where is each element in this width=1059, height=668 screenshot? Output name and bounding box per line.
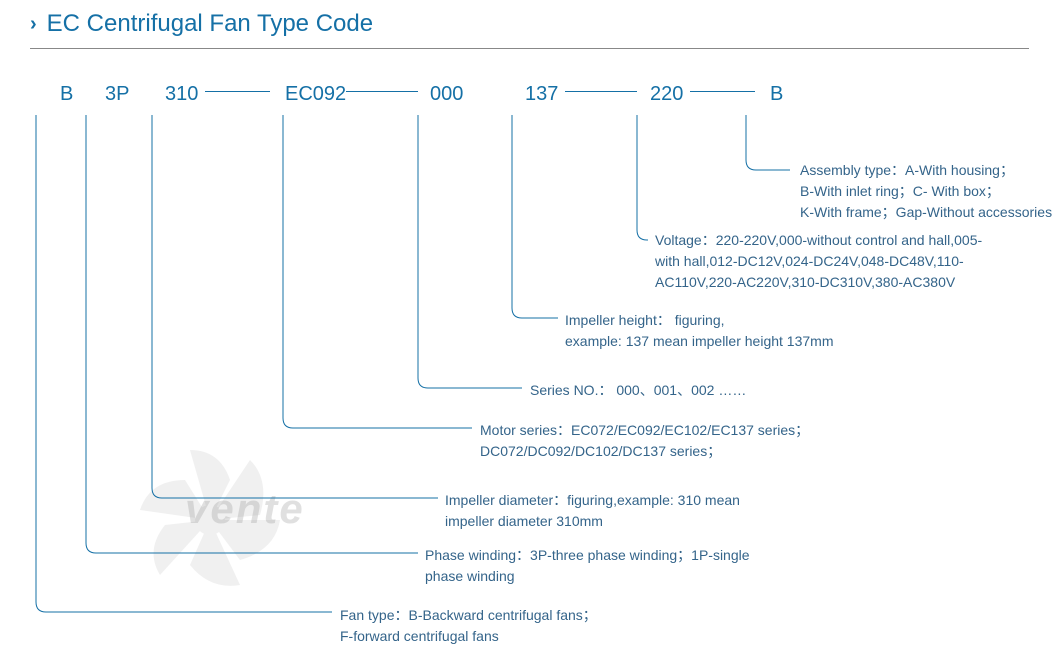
- type-code-row: B 3P 310 EC092 000 137 220 B: [30, 79, 1029, 109]
- page-title: EC Centrifugal Fan Type Code: [47, 10, 373, 38]
- code-segment-4: 000: [430, 83, 463, 106]
- connector-line-6: [86, 115, 418, 553]
- header: › EC Centrifugal Fan Type Code: [30, 10, 1029, 49]
- description-line: Fan type：B-Backward centrifugal fans；: [340, 605, 597, 626]
- description-line: F-forward centrifugal fans: [340, 626, 597, 647]
- description-line: Motor series：EC072/EC092/EC102/EC137 ser…: [480, 420, 809, 441]
- watermark-fan-icon: [110, 420, 310, 625]
- code-dash-0: [205, 91, 270, 92]
- description-impeller_dia: Impeller diameter：figuring,example: 310 …: [445, 490, 740, 532]
- description-line: Phase winding：3P-three phase winding；1P-…: [425, 545, 750, 566]
- description-voltage: Voltage：220-220V,000-without control and…: [655, 230, 982, 293]
- code-segment-0: B: [60, 83, 73, 106]
- code-segment-6: 220: [650, 83, 683, 106]
- description-fan_type: Fan type：B-Backward centrifugal fans；F-f…: [340, 605, 597, 647]
- connector-line-5: [152, 115, 438, 498]
- description-line: AC110V,220-AC220V,310-DC310V,380-AC380V: [655, 272, 982, 293]
- connector-line-0: [746, 115, 790, 170]
- description-line: Impeller height： figuring,: [565, 310, 833, 331]
- description-line: Voltage：220-220V,000-without control and…: [655, 230, 982, 251]
- code-segment-7: B: [770, 83, 783, 106]
- connector-line-7: [36, 115, 332, 612]
- description-line: B-With inlet ring；C- With box；: [800, 181, 1052, 202]
- code-dash-1: [346, 91, 418, 92]
- connector-line-2: [512, 115, 558, 318]
- description-line: phase winding: [425, 566, 750, 587]
- description-phase: Phase winding：3P-three phase winding；1P-…: [425, 545, 750, 587]
- description-line: K-With frame；Gap-Without accessories: [800, 202, 1052, 223]
- code-segment-2: 310: [165, 83, 198, 106]
- code-segment-1: 3P: [105, 83, 129, 106]
- description-line: impeller diameter 310mm: [445, 511, 740, 532]
- connector-line-4: [283, 115, 472, 428]
- description-line: DC072/DC092/DC102/DC137 series；: [480, 441, 809, 462]
- connector-line-1: [637, 115, 648, 240]
- description-series_no: Series NO.： 000、001、002 ……: [530, 380, 746, 401]
- description-line: example: 137 mean impeller height 137mm: [565, 331, 833, 352]
- description-impeller_height: Impeller height： figuring,example: 137 m…: [565, 310, 833, 352]
- description-motor_series: Motor series：EC072/EC092/EC102/EC137 ser…: [480, 420, 809, 462]
- description-line: with hall,012-DC12V,024-DC24V,048-DC48V,…: [655, 251, 982, 272]
- code-segment-5: 137: [525, 83, 558, 106]
- connector-line-3: [418, 115, 522, 388]
- description-assembly: Assembly type：A-With housing；B-With inle…: [800, 160, 1052, 223]
- code-dash-2: [565, 91, 637, 92]
- description-line: Series NO.： 000、001、002 ……: [530, 380, 746, 401]
- code-segment-3: EC092: [285, 83, 346, 106]
- description-line: Impeller diameter：figuring,example: 310 …: [445, 490, 740, 511]
- chevron-right-icon: ›: [30, 13, 37, 36]
- watermark-text: vente: [185, 485, 305, 533]
- code-dash-3: [690, 91, 755, 92]
- description-line: Assembly type：A-With housing；: [800, 160, 1052, 181]
